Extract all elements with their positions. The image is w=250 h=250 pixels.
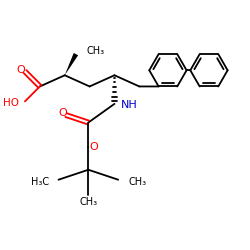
Text: CH₃: CH₃: [86, 46, 104, 56]
Text: HO: HO: [4, 98, 20, 108]
Text: NH: NH: [121, 100, 138, 110]
Text: O: O: [89, 142, 98, 152]
Text: CH₃: CH₃: [79, 196, 98, 206]
Text: O: O: [58, 108, 67, 118]
Polygon shape: [65, 53, 78, 75]
Text: CH₃: CH₃: [129, 177, 147, 187]
Text: H₃C: H₃C: [31, 177, 49, 187]
Text: O: O: [17, 64, 26, 74]
